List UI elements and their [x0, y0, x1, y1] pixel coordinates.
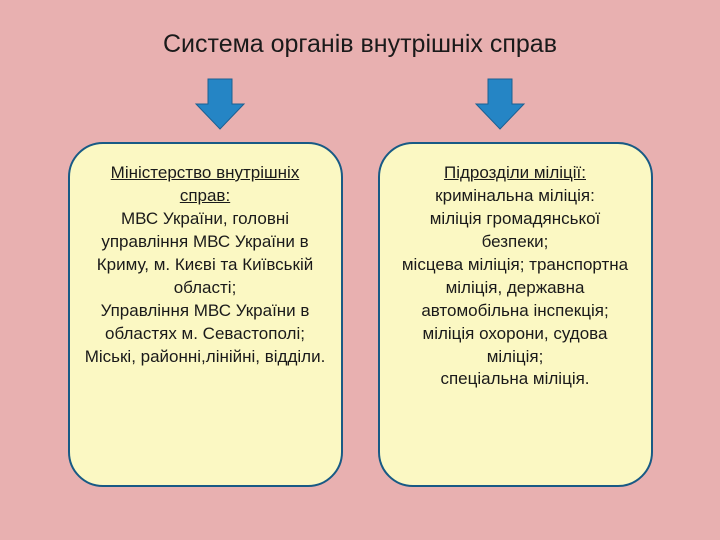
arrow-left-wrapper [95, 74, 345, 134]
right-box-body: кримінальна міліція:міліція громадянсько… [402, 186, 628, 389]
arrows-row [0, 74, 720, 134]
left-box-heading: Міністерство внутрішніх справ: [85, 162, 326, 208]
left-box: Міністерство внутрішніх справ: МВС Украї… [68, 142, 343, 487]
right-box-heading: Підрозділи міліції: [395, 162, 636, 185]
down-arrow-icon [470, 74, 530, 134]
arrow-right-wrapper [375, 74, 625, 134]
right-box: Підрозділи міліції: кримінальна міліція:… [378, 142, 653, 487]
arrow-path [476, 79, 524, 129]
down-arrow-icon [190, 74, 250, 134]
page-title: Система органів внутрішніх справ [0, 0, 720, 74]
arrow-path [196, 79, 244, 129]
boxes-row: Міністерство внутрішніх справ: МВС Украї… [0, 142, 720, 487]
left-box-body: МВС України, головні управління МВС Укра… [85, 209, 326, 366]
